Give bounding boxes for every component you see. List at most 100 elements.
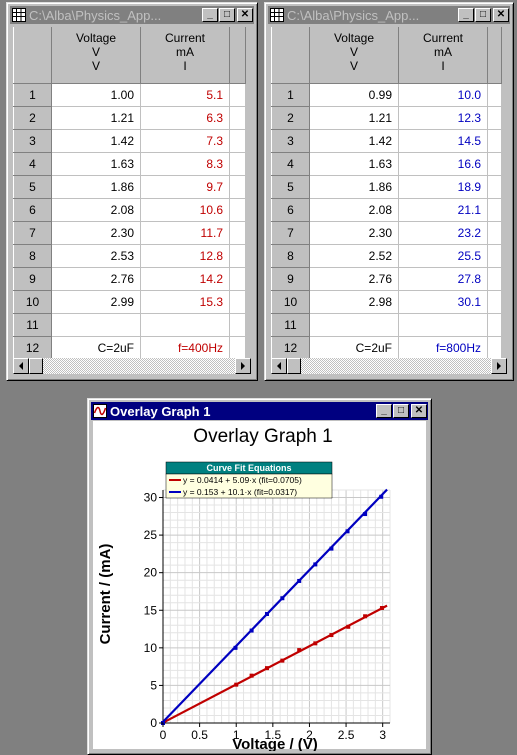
row-number[interactable]: 3 — [271, 128, 310, 153]
row-number[interactable]: 7 — [13, 220, 52, 245]
table-window-2-titlebar[interactable]: C:\Alba\Physics_App... _ □ ✕ — [268, 6, 510, 24]
empty-cell[interactable] — [487, 83, 502, 107]
empty-cell[interactable] — [229, 198, 246, 222]
table-row[interactable]: 4 1.63 8.3 — [13, 151, 246, 176]
row-number[interactable]: 2 — [13, 105, 52, 130]
row-number[interactable]: 6 — [13, 197, 52, 222]
current-cell[interactable]: 11.7 — [140, 221, 230, 245]
empty-cell[interactable] — [229, 152, 246, 176]
current-cell[interactable]: 15.3 — [140, 290, 230, 314]
maximize-button[interactable]: □ — [393, 404, 409, 418]
empty-cell[interactable] — [487, 152, 502, 176]
scroll-left-button[interactable] — [271, 358, 287, 374]
minimize-button[interactable]: _ — [458, 8, 474, 22]
row-number[interactable]: 9 — [13, 266, 52, 291]
maximize-button[interactable]: □ — [219, 8, 235, 22]
voltage-cell[interactable]: 1.86 — [309, 175, 399, 199]
empty-cell[interactable] — [229, 106, 246, 130]
scroll-thumb[interactable] — [287, 358, 301, 374]
horizontal-scrollbar[interactable] — [271, 358, 507, 374]
table-row[interactable]: 9 2.76 14.2 — [13, 266, 246, 291]
current-cell[interactable]: 6.3 — [140, 106, 230, 130]
table-row[interactable]: 9 2.76 27.8 — [271, 266, 502, 291]
current-cell[interactable]: f=400Hz — [140, 336, 230, 360]
voltage-cell[interactable]: 1.21 — [51, 106, 141, 130]
voltage-cell[interactable]: 1.42 — [51, 129, 141, 153]
voltage-cell[interactable]: 0.99 — [309, 83, 399, 107]
table-row[interactable]: 10 2.98 30.1 — [271, 289, 502, 314]
empty-cell[interactable] — [229, 267, 246, 291]
current-cell[interactable]: 5.1 — [140, 83, 230, 107]
row-number[interactable]: 11 — [13, 312, 52, 337]
empty-cell[interactable] — [229, 336, 246, 360]
current-cell[interactable]: 12.3 — [398, 106, 488, 130]
row-number[interactable]: 11 — [271, 312, 310, 337]
table-row[interactable]: 11 — [271, 312, 502, 337]
voltage-cell[interactable]: 2.53 — [51, 244, 141, 268]
table-row[interactable]: 8 2.53 12.8 — [13, 243, 246, 268]
corner-cell[interactable] — [13, 27, 52, 84]
voltage-cell[interactable]: 1.21 — [309, 106, 399, 130]
current-cell[interactable]: 14.2 — [140, 267, 230, 291]
column-header-voltage[interactable]: Voltage V V — [51, 27, 141, 84]
empty-cell[interactable] — [229, 244, 246, 268]
empty-cell[interactable] — [229, 83, 246, 107]
current-cell[interactable]: 21.1 — [398, 198, 488, 222]
voltage-cell[interactable] — [51, 313, 141, 337]
voltage-cell[interactable]: C=2uF — [309, 336, 399, 360]
current-cell[interactable]: 12.8 — [140, 244, 230, 268]
empty-cell[interactable] — [229, 175, 246, 199]
table-row[interactable]: 6 2.08 10.6 — [13, 197, 246, 222]
current-cell[interactable]: 27.8 — [398, 267, 488, 291]
table-row[interactable]: 2 1.21 6.3 — [13, 105, 246, 130]
table-row[interactable]: 1 1.00 5.1 — [13, 82, 246, 107]
voltage-cell[interactable]: 2.98 — [309, 290, 399, 314]
overlay-chart[interactable]: Overlay Graph 1 Current / (mA) Voltage /… — [93, 421, 426, 751]
current-cell[interactable] — [140, 313, 230, 337]
empty-cell[interactable] — [229, 290, 246, 314]
table-row[interactable]: 7 2.30 23.2 — [271, 220, 502, 245]
voltage-cell[interactable]: 1.63 — [51, 152, 141, 176]
voltage-cell[interactable]: 2.76 — [51, 267, 141, 291]
close-button[interactable]: ✕ — [411, 404, 427, 418]
row-number[interactable]: 10 — [13, 289, 52, 314]
table-row[interactable]: 5 1.86 9.7 — [13, 174, 246, 199]
table-row[interactable]: 6 2.08 21.1 — [271, 197, 502, 222]
row-number[interactable]: 9 — [271, 266, 310, 291]
close-button[interactable]: ✕ — [237, 8, 253, 22]
table-window-1-titlebar[interactable]: C:\Alba\Physics_App... _ □ ✕ — [10, 6, 254, 24]
row-number[interactable]: 4 — [13, 151, 52, 176]
current-cell[interactable]: f=800Hz — [398, 336, 488, 360]
graph-area[interactable]: Overlay Graph 1 Current / (mA) Voltage /… — [93, 421, 426, 751]
empty-cell[interactable] — [487, 129, 502, 153]
current-cell[interactable]: 23.2 — [398, 221, 488, 245]
row-number[interactable]: 8 — [13, 243, 52, 268]
column-header-current[interactable]: Current mA I — [398, 27, 488, 84]
current-cell[interactable]: 18.9 — [398, 175, 488, 199]
table-row[interactable]: 12 C=2uF f=800Hz — [271, 335, 502, 360]
close-button[interactable]: ✕ — [493, 8, 509, 22]
current-cell[interactable]: 14.5 — [398, 129, 488, 153]
row-number[interactable]: 3 — [13, 128, 52, 153]
voltage-cell[interactable]: 2.08 — [309, 198, 399, 222]
minimize-button[interactable]: _ — [376, 404, 392, 418]
voltage-cell[interactable]: 1.86 — [51, 175, 141, 199]
curve-fit-legend[interactable]: Curve Fit Equations y = 0.0414 + 5.09·x … — [165, 461, 333, 499]
row-number[interactable]: 12 — [271, 335, 310, 360]
table-row[interactable]: 4 1.63 16.6 — [271, 151, 502, 176]
voltage-cell[interactable]: 1.63 — [309, 152, 399, 176]
empty-cell[interactable] — [487, 313, 502, 337]
overlay-graph-titlebar[interactable]: Overlay Graph 1 _ □ ✕ — [91, 402, 428, 420]
table-row[interactable]: 7 2.30 11.7 — [13, 220, 246, 245]
data-table-1[interactable]: Voltage V V Current mA I 1 1.00 5.1 2 1.21 6.… — [13, 27, 246, 360]
empty-cell[interactable] — [487, 221, 502, 245]
current-cell[interactable]: 7.3 — [140, 129, 230, 153]
row-number[interactable]: 1 — [13, 82, 52, 107]
column-header-current[interactable]: Current mA I — [140, 27, 230, 84]
table-row[interactable]: 12 C=2uF f=400Hz — [13, 335, 246, 360]
current-cell[interactable]: 10.6 — [140, 198, 230, 222]
table-row[interactable]: 1 0.99 10.0 — [271, 82, 502, 107]
row-number[interactable]: 12 — [13, 335, 52, 360]
empty-cell[interactable] — [487, 336, 502, 360]
current-cell[interactable] — [398, 313, 488, 337]
